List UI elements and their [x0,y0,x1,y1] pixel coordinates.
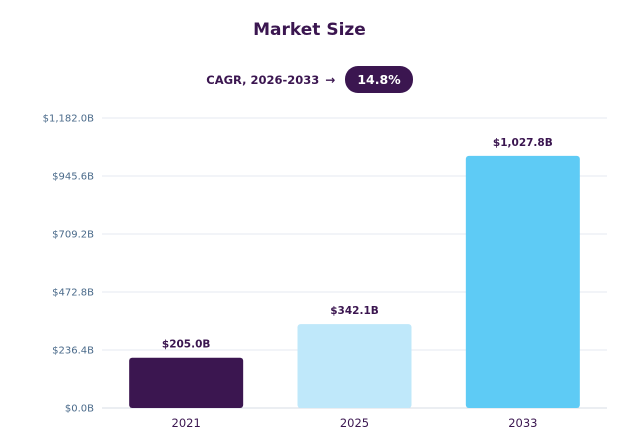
y-axis-ticks: $0.0B $236.4B $472.8B $709.2B $945.6B $1,182.… [43,114,95,415]
y-tick-label: $0.0B [65,404,94,415]
chart-title: Market Size [253,20,366,40]
arrow-right-icon: → [325,72,336,87]
y-tick-label: $472.8B [52,288,94,299]
bar-2021 [129,357,244,408]
bar-value-label: $1,027.8B [493,137,553,149]
cagr-row: CAGR, 2026-2033 → 14.8% [0,66,619,93]
bar-2025 [297,324,412,408]
bar-value-labels: $205.0B $342.1B $1,027.8B [162,137,553,351]
y-tick-label: $945.6B [52,172,94,183]
bar-2033 [465,155,580,408]
cagr-label: CAGR, 2026-2033 [206,72,320,87]
bars [129,155,580,408]
y-tick-label: $709.2B [52,230,94,241]
y-tick-label: $1,182.0B [43,114,95,125]
x-tick-label: 2021 [172,416,201,430]
x-tick-label: 2025 [340,416,369,430]
bar-value-label: $205.0B [162,339,211,351]
y-tick-label: $236.4B [52,346,94,357]
x-axis-ticks: 2021 2025 2033 [172,416,538,430]
x-tick-label: 2033 [508,416,537,430]
cagr-value-badge: 14.8% [345,66,413,93]
bar-value-label: $342.1B [330,305,379,317]
